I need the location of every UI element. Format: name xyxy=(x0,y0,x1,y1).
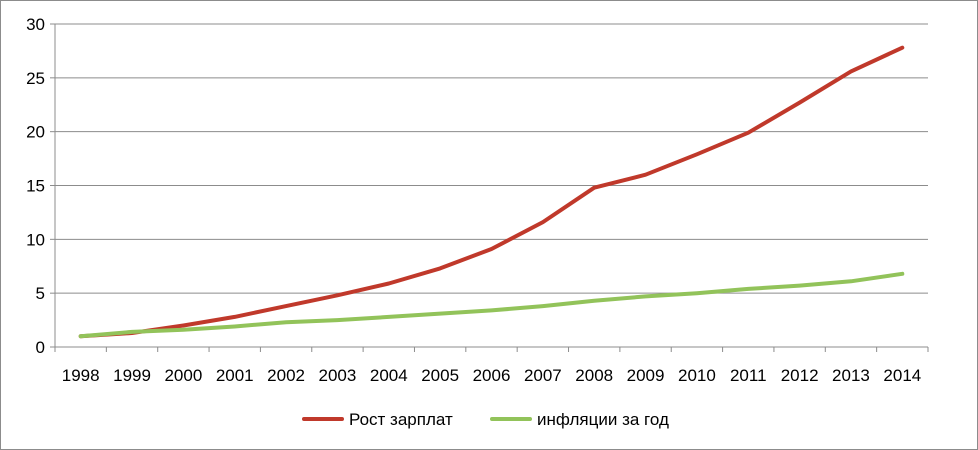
y-tick-labels: 0 5 10 15 20 25 30 xyxy=(26,15,45,357)
x-tick-label: 2009 xyxy=(627,366,665,385)
x-tick-label: 2014 xyxy=(883,366,921,385)
axes xyxy=(50,23,929,352)
x-tick-label: 2004 xyxy=(370,366,408,385)
x-tick-label: 2007 xyxy=(524,366,562,385)
x-tick-label: 2005 xyxy=(421,366,459,385)
x-tick-label: 2008 xyxy=(575,366,613,385)
y-tick-label: 30 xyxy=(26,15,45,34)
x-tick-label: 2012 xyxy=(781,366,819,385)
y-tick-label: 5 xyxy=(36,284,45,303)
x-tick-label: 1998 xyxy=(62,366,100,385)
y-tick-label: 15 xyxy=(26,177,45,196)
x-tick-label: 2002 xyxy=(267,366,305,385)
x-tick-label: 2011 xyxy=(730,366,767,385)
legend-label-1: инфляции за год xyxy=(537,410,669,429)
x-tick-label: 2000 xyxy=(164,366,202,385)
x-tick-label: 2006 xyxy=(473,366,511,385)
y-tick-label: 10 xyxy=(26,230,45,249)
x-tick-label: 2010 xyxy=(678,366,716,385)
x-tick-label: 1999 xyxy=(113,366,151,385)
legend: Рост зарплат инфляции за год xyxy=(302,410,669,429)
y-tick-label: 0 xyxy=(36,338,45,357)
series-lines xyxy=(78,45,905,339)
gridlines xyxy=(55,23,928,294)
legend-label-0: Рост зарплат xyxy=(349,410,453,429)
series-line-1 xyxy=(78,271,905,339)
x-tick-label: 2013 xyxy=(832,366,870,385)
y-tick-label: 20 xyxy=(26,123,45,142)
x-tick-label: 2001 xyxy=(216,366,254,385)
x-tick-label: 2003 xyxy=(319,366,357,385)
x-tick-labels: 1998 1999 2000 2001 2002 2003 2004 2005 2006 2007… xyxy=(62,366,921,385)
y-tick-label: 25 xyxy=(26,69,45,88)
